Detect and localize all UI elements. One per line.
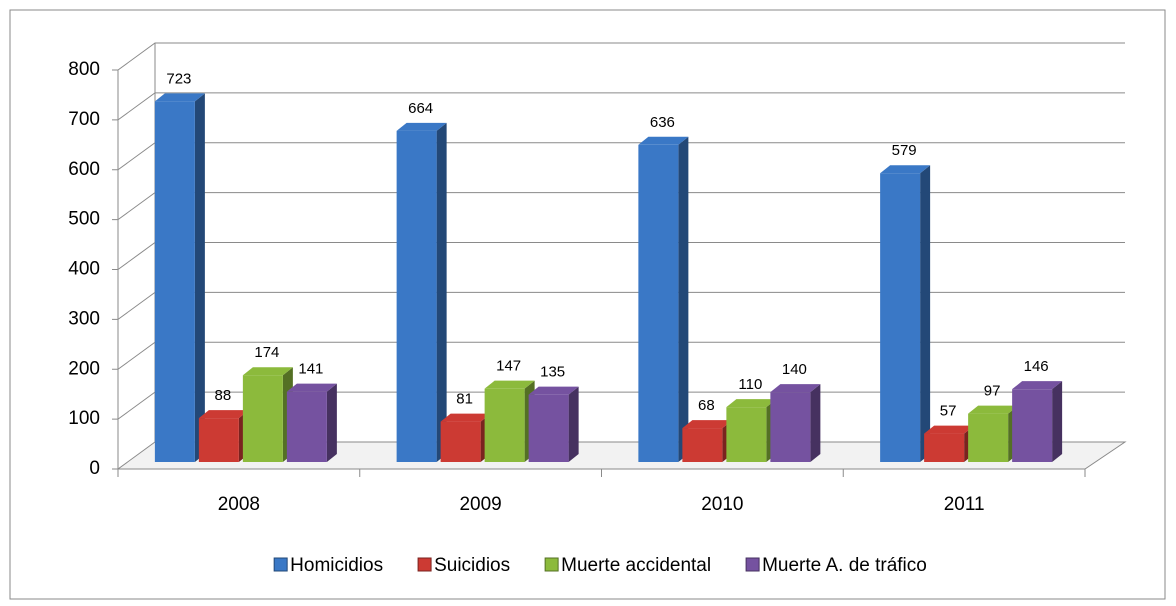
bar: [726, 407, 767, 462]
bar-top: [682, 420, 733, 429]
bar-side: [436, 122, 447, 462]
bar-top: [924, 425, 975, 434]
bar-side: [326, 383, 337, 462]
x-tick-label: 2009: [459, 494, 501, 515]
x-tick-label: 2008: [218, 494, 260, 515]
legend-marker: [544, 557, 559, 572]
bar: [1012, 389, 1053, 462]
x-tick-label: 2011: [944, 494, 985, 515]
y-tick-label: 200: [68, 358, 100, 379]
bar-top: [440, 413, 491, 422]
bar-top: [154, 93, 205, 102]
bar-side: [678, 136, 689, 463]
y-tick-label: 300: [68, 308, 100, 329]
bar: [638, 144, 679, 463]
bar: [484, 388, 525, 462]
bar: [924, 433, 965, 462]
legend-label: Suicidios: [434, 555, 510, 576]
bar-top: [880, 165, 931, 174]
y-tick-label: 0: [89, 458, 100, 479]
bar-side: [920, 165, 931, 462]
bar-side: [194, 93, 205, 462]
y-tick-label: 700: [68, 109, 100, 130]
data-label: 579: [892, 142, 917, 159]
bar-top: [1012, 381, 1063, 390]
data-label: 147: [496, 358, 521, 375]
data-label: 97: [984, 383, 1001, 400]
bar-top: [198, 410, 249, 419]
bar: [770, 392, 811, 462]
legend-marker: [745, 557, 760, 572]
data-label: 723: [166, 70, 191, 87]
data-label: 174: [254, 344, 279, 361]
bar: [528, 394, 569, 462]
bar-top: [286, 383, 337, 392]
bar-side: [810, 384, 821, 462]
data-label: 141: [298, 361, 323, 378]
bar: [396, 130, 437, 462]
y-tick-label: 800: [68, 59, 100, 80]
bar: [440, 421, 481, 462]
bar: [154, 101, 195, 462]
bar: [286, 391, 327, 462]
data-label: 664: [408, 100, 433, 117]
legend-marker: [417, 557, 432, 572]
data-label: 146: [1024, 358, 1049, 375]
legend-marker: [273, 557, 288, 572]
bar-top: [968, 405, 1019, 414]
grid-line: [117, 42, 1125, 71]
data-label: 636: [650, 114, 675, 131]
bar-top: [638, 136, 689, 145]
bar: [880, 173, 921, 462]
bar-top: [528, 386, 579, 395]
legend-label: Muerte accidental: [561, 555, 711, 576]
grid-line: [117, 92, 1125, 121]
y-tick-label: 100: [68, 408, 100, 429]
bar-side: [1052, 381, 1063, 462]
data-label: 57: [940, 403, 957, 420]
data-label: 140: [782, 361, 807, 378]
bar-top: [484, 380, 535, 389]
bar-top: [242, 367, 293, 376]
bar: [198, 418, 239, 462]
y-tick-label: 500: [68, 209, 100, 230]
bar-top: [770, 384, 821, 393]
bar-top: [726, 399, 777, 408]
data-label: 68: [698, 397, 715, 414]
y-tick-label: 600: [68, 159, 100, 180]
data-label: 88: [215, 387, 232, 404]
legend-label: Muerte A. de tráfico: [762, 555, 927, 576]
legend-label: Homicidios: [290, 555, 383, 576]
bar: [242, 375, 283, 462]
bar-side: [568, 386, 579, 462]
bar-top: [396, 122, 447, 131]
data-label: 81: [456, 391, 473, 408]
y-tick-label: 400: [68, 259, 100, 280]
x-tick-label: 2010: [701, 494, 743, 515]
data-label: 110: [738, 376, 762, 393]
bar: [968, 413, 1009, 462]
data-label: 135: [540, 364, 565, 381]
bar: [682, 428, 723, 462]
